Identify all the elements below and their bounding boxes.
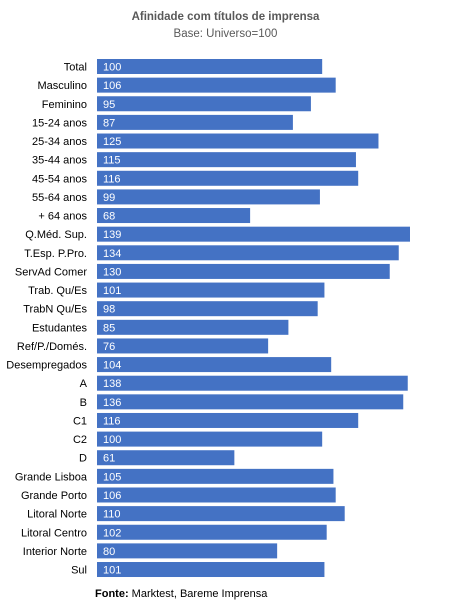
chart-title: Afinidade com títulos de imprensa [131,11,320,23]
data-label: 139 [103,229,121,241]
category-label: 35-44 anos [32,155,88,167]
bar [97,133,379,149]
bar [97,77,336,93]
category-label: Q.Méd. Sup. [25,229,87,241]
bar [97,282,325,298]
bar [97,152,356,168]
bar [97,189,320,205]
data-label: 98 [103,304,115,316]
source-label: Fonte: [95,588,129,600]
category-label: + 64 anos [38,211,87,223]
data-label: 134 [103,248,121,260]
bar [97,412,359,428]
bar [97,208,251,224]
bar [97,524,327,540]
category-label: Estudantes [32,322,88,334]
category-label: TrabN Qu/Es [23,304,87,316]
data-label: 80 [103,546,115,558]
data-label: 101 [103,285,121,297]
data-label: 61 [103,453,115,465]
category-label: Grande Lisboa [15,471,88,483]
bar [97,170,359,186]
data-label: 95 [103,99,115,111]
data-label: 104 [103,360,121,372]
category-label: C2 [73,434,87,446]
category-label: B [80,397,87,409]
category-label: Feminino [42,99,87,111]
category-label: T.Esp. P.Pro. [24,248,87,260]
category-label: Trab. Qu/Es [28,285,87,297]
data-label: 102 [103,527,121,539]
bar [97,96,311,112]
bar [97,375,408,391]
category-label: D [79,453,87,465]
bar [97,468,334,484]
data-label: 105 [103,471,121,483]
bar [97,394,404,410]
data-label: 130 [103,266,121,278]
data-label: 85 [103,322,115,334]
bar [97,543,278,559]
category-label: A [80,378,88,390]
bar [97,431,323,447]
category-label: 45-54 anos [32,173,88,185]
category-label: ServAd Comer [15,266,87,278]
data-label: 106 [103,490,121,502]
data-label: 136 [103,397,121,409]
data-label: 100 [103,434,121,446]
data-label: 106 [103,80,121,92]
bar [97,338,269,354]
bar [97,114,293,130]
category-label: Sul [71,565,87,577]
data-label: 87 [103,117,115,129]
category-label: Litoral Norte [27,509,87,521]
bar [97,450,235,466]
bar [97,487,336,503]
bar [97,562,325,578]
category-label: 55-64 anos [32,192,88,204]
data-label: 138 [103,378,121,390]
data-label: 101 [103,565,121,577]
bar [97,263,390,279]
category-label: Masculino [37,80,87,92]
category-label: 15-24 anos [32,117,88,129]
bar [97,226,410,242]
bar [97,301,318,317]
data-label: 100 [103,62,121,74]
source-note: Fonte: Marktest, Bareme Imprensa [95,588,267,600]
bar [97,357,332,373]
category-label: Litoral Centro [21,527,87,539]
category-label: 25-34 anos [32,136,88,148]
data-label: 125 [103,136,121,148]
bar [97,506,345,522]
category-label: Desempregados [6,360,87,372]
data-label: 76 [103,341,115,353]
bar [97,59,323,74]
data-label: 110 [103,509,121,521]
category-label: Ref/P./Domés. [17,341,87,353]
data-label: 115 [103,155,121,167]
data-label: 116 [103,173,121,185]
chart-subtitle: Base: Universo=100 [173,28,278,40]
category-label: Interior Norte [23,546,87,558]
bar-chart: Total 100 Masculino 106 Feminino 95 15-24 anos… [6,59,410,578]
data-label: 116 [103,415,121,427]
source-text: Marktest, Bareme Imprensa [131,588,268,600]
data-label: 68 [103,211,115,223]
data-label: 99 [103,192,115,204]
bar [97,245,399,261]
category-label: C1 [73,415,87,427]
category-label: Grande Porto [21,490,87,502]
bar [97,319,289,335]
category-label: Total [64,62,87,74]
